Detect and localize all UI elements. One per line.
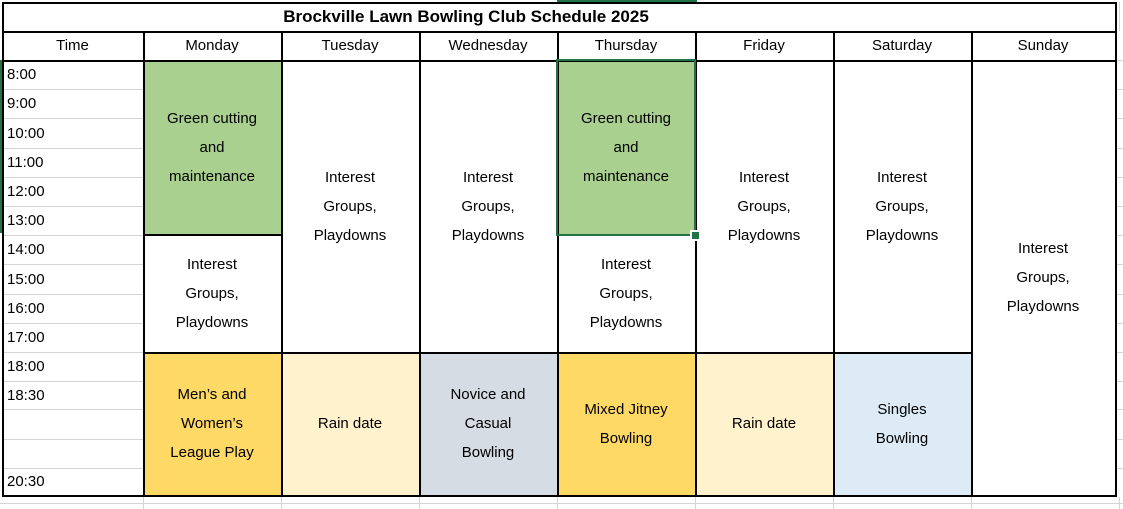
grid-line	[1117, 323, 1123, 324]
grid-line	[1119, 497, 1120, 509]
header-tuesday[interactable]: Tuesday	[281, 31, 419, 60]
time-cell-0800[interactable]: 8:00	[2, 60, 143, 89]
grid-line	[4, 439, 143, 440]
header-friday[interactable]: Friday	[695, 31, 833, 60]
time-cell-1500[interactable]: 15:00	[2, 264, 143, 294]
cell-tuesday-evening[interactable]: Rain date	[281, 352, 419, 495]
column-border	[557, 31, 559, 497]
selection-border	[556, 59, 696, 236]
grid-line	[4, 352, 143, 353]
grid-line	[4, 89, 143, 90]
grid-line	[1117, 206, 1123, 207]
column-border	[833, 31, 835, 497]
cell-saturday-day[interactable]: Interest Groups, Playdowns	[833, 60, 971, 352]
header-saturday[interactable]: Saturday	[833, 31, 971, 60]
grid-line	[419, 497, 420, 509]
time-cell-1400[interactable]: 14:00	[2, 235, 143, 264]
header-sunday[interactable]: Sunday	[971, 31, 1115, 60]
grid-line	[143, 497, 144, 509]
cell-border	[143, 234, 281, 236]
table-border	[2, 2, 1117, 4]
column-border	[695, 31, 697, 497]
grid-line	[4, 409, 143, 410]
time-cell-1600[interactable]: 16:00	[2, 294, 143, 323]
cell-wednesday-day[interactable]: Interest Groups, Playdowns	[419, 60, 557, 352]
selected-column-indicator	[557, 0, 697, 2]
time-cell-1800[interactable]: 18:00	[2, 352, 143, 381]
grid-line	[4, 381, 143, 382]
grid-line	[1117, 177, 1123, 178]
grid-line	[1117, 148, 1123, 149]
grid-line	[1117, 409, 1123, 410]
cell-saturday-evening[interactable]: Singles Bowling	[833, 352, 971, 495]
cell-tuesday-day[interactable]: Interest Groups, Playdowns	[281, 60, 419, 352]
table-border	[1115, 2, 1117, 497]
grid-line	[1117, 89, 1123, 90]
cell-wednesday-evening[interactable]: Novice and Casual Bowling	[419, 352, 557, 495]
fill-handle[interactable]	[692, 232, 699, 239]
column-border	[143, 31, 145, 497]
table-border	[2, 2, 4, 497]
grid-line	[4, 264, 143, 265]
grid-line	[1117, 439, 1123, 440]
time-cell-1000[interactable]: 10:00	[2, 118, 143, 148]
header-monday[interactable]: Monday	[143, 31, 281, 60]
grid-line	[4, 468, 143, 469]
grid-line	[4, 206, 143, 207]
grid-line	[0, 503, 1123, 504]
table-border	[2, 60, 1117, 62]
grid-line	[1117, 235, 1123, 236]
cell-thursday-evening[interactable]: Mixed Jitney Bowling	[557, 352, 695, 495]
time-cell-1300[interactable]: 13:00	[2, 206, 143, 235]
time-cell-2030[interactable]: 20:30	[2, 468, 143, 495]
title-cell[interactable]: Brockville Lawn Bowling Club Schedule 20…	[2, 2, 1115, 31]
header-wednesday[interactable]: Wednesday	[419, 31, 557, 60]
time-cell-blank-2[interactable]	[2, 439, 143, 468]
cell-friday-evening[interactable]: Rain date	[695, 352, 833, 495]
cell-monday-day[interactable]: Interest Groups, Playdowns	[143, 235, 281, 352]
page-title: Brockville Lawn Bowling Club Schedule 20…	[283, 6, 649, 26]
cell-monday-morning[interactable]: Green cutting and maintenance	[143, 60, 281, 235]
grid-line	[971, 497, 972, 509]
grid-line	[1117, 381, 1123, 382]
header-time[interactable]: Time	[2, 31, 143, 60]
cell-thursday-morning-selected[interactable]: Green cutting and maintenance	[557, 60, 695, 235]
grid-line	[557, 497, 558, 509]
grid-line	[1117, 60, 1123, 61]
column-border	[281, 31, 283, 497]
grid-line	[281, 497, 282, 509]
table-border	[2, 31, 1117, 33]
time-cell-blank-1[interactable]	[2, 409, 143, 439]
grid-line	[1117, 118, 1123, 119]
time-cell-1700[interactable]: 17:00	[2, 323, 143, 352]
cell-sunday-all-day[interactable]: Interest Groups, Playdowns	[971, 60, 1115, 495]
grid-line	[4, 118, 143, 119]
cell-thursday-day[interactable]: Interest Groups, Playdowns	[557, 235, 695, 352]
grid-line	[4, 323, 143, 324]
grid-line	[4, 148, 143, 149]
column-border	[419, 31, 421, 497]
selected-rows-indicator	[0, 60, 2, 233]
grid-line	[4, 235, 143, 236]
column-border	[971, 31, 973, 497]
time-cell-1200[interactable]: 12:00	[2, 177, 143, 206]
cell-friday-day[interactable]: Interest Groups, Playdowns	[695, 60, 833, 352]
grid-line	[1117, 264, 1123, 265]
grid-line	[1117, 352, 1123, 353]
grid-line	[695, 497, 696, 509]
table-border	[2, 495, 1117, 497]
grid-line	[1117, 468, 1123, 469]
grid-line	[4, 177, 143, 178]
time-cell-1100[interactable]: 11:00	[2, 148, 143, 177]
grid-line	[4, 294, 143, 295]
grid-line	[833, 497, 834, 509]
time-cell-1830[interactable]: 18:30	[2, 381, 143, 409]
header-thursday[interactable]: Thursday	[557, 31, 695, 60]
time-cell-0900[interactable]: 9:00	[2, 89, 143, 118]
cell-monday-evening[interactable]: Men’s and Women’s League Play	[143, 352, 281, 495]
grid-line	[1119, 2, 1120, 31]
grid-line	[1117, 294, 1123, 295]
